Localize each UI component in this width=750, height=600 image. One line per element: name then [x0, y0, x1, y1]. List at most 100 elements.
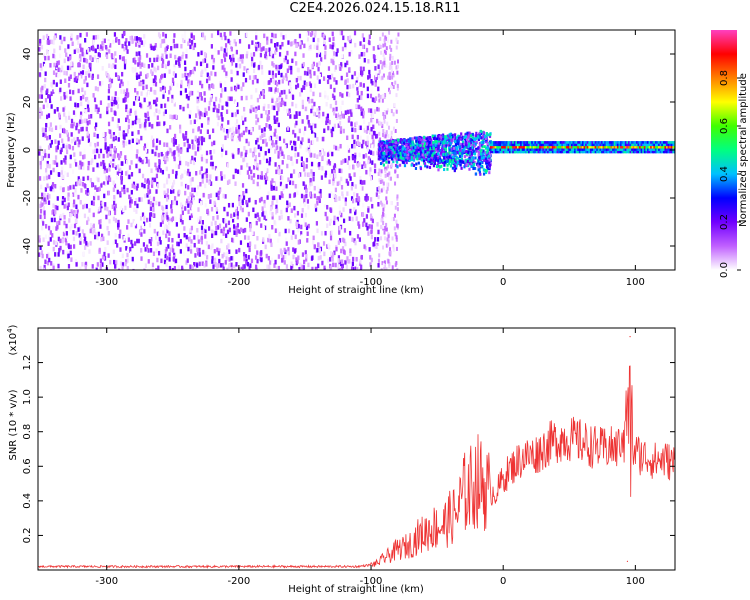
spectrogram-cell [190, 213, 193, 218]
spectrogram-cell [301, 137, 304, 142]
spectrogram-cell [59, 238, 62, 244]
spectrogram-cell [169, 221, 172, 226]
spectrogram-cell [459, 162, 462, 166]
spectrogram-cell [469, 142, 473, 146]
spectrogram-cell [136, 238, 139, 244]
spectrogram-cell [196, 263, 199, 268]
spectrogram-cell [136, 91, 139, 96]
spectrogram-cell [225, 256, 228, 261]
spectrogram-cell [310, 125, 313, 131]
spectrogram-cell [381, 98, 384, 103]
spectrogram-cell [104, 202, 107, 207]
spectrogram-cell [483, 137, 486, 141]
spectrogram-cell [58, 72, 61, 77]
spectrogram-cell [346, 181, 350, 186]
spectrogram-cell [67, 136, 70, 142]
spectrogram-cell [431, 135, 435, 139]
spectrogram-cell [439, 151, 443, 155]
spectrogram-cell [305, 225, 309, 231]
spectrogram-cell [54, 155, 58, 160]
spectrogram-cell [67, 56, 70, 62]
spectrogram-cell [332, 60, 335, 66]
spectrogram-cell [247, 235, 250, 241]
spectrogram-cell [464, 139, 468, 143]
spectrogram-cell [74, 259, 78, 264]
spectrogram-cell [266, 40, 269, 45]
spectrogram-cell [138, 74, 141, 79]
spectrogram-cell [360, 106, 363, 112]
spectrogram-cell [72, 192, 75, 197]
spectrogram-cell [220, 125, 223, 131]
spectrogram-cell [273, 195, 276, 201]
spectrogram-cell [328, 221, 332, 226]
spectrogram-cell [422, 159, 426, 163]
spectrogram-cell [225, 52, 228, 57]
spectrogram-cell [252, 207, 255, 213]
spectrogram-cell [213, 200, 216, 206]
spectrogram-cell [67, 253, 70, 259]
spectrogram-cell [351, 127, 354, 132]
spectrogram-cell [368, 171, 372, 177]
spectrogram-cell [87, 68, 91, 74]
spectrogram-cell [372, 118, 375, 124]
spectrogram-cell [61, 65, 64, 70]
spectrogram-cell [385, 154, 388, 158]
spectrogram-cell [373, 241, 376, 246]
spectrogram-cell [395, 155, 399, 159]
spectrogram-cell [155, 46, 158, 51]
spectrogram-cell [247, 69, 250, 75]
spectrogram-cell [111, 96, 114, 101]
spectrogram-cell [148, 217, 152, 222]
spectrogram-cell [318, 161, 321, 167]
spectrogram-cell [295, 84, 298, 90]
spectrogram-cell [70, 223, 73, 229]
spectrogram-cell [258, 159, 262, 165]
spectrogram-cell [104, 131, 107, 137]
spectrogram-cell [172, 180, 176, 185]
spectrogram-cell [382, 263, 385, 268]
spectrogram-cell [252, 52, 256, 57]
spectrogram-cell [188, 215, 192, 221]
spectrogram-cell [294, 184, 297, 189]
spectrogram-cell [254, 108, 257, 114]
spectrogram-cell [227, 129, 230, 134]
spectrogram-cell [58, 112, 61, 118]
spectrogram-cell [134, 223, 138, 229]
spectrogram-cell [266, 168, 269, 173]
spectrogram-cell [256, 117, 260, 123]
spectrogram-cell [141, 173, 145, 179]
spectrogram-cell [379, 36, 382, 41]
spectrogram-cell [82, 176, 85, 182]
spectrogram-cell [67, 196, 70, 201]
spectrogram-cell [440, 164, 443, 168]
spectrogram-cell [413, 136, 416, 140]
spectrogram-cell [228, 152, 231, 158]
spectrogram-cell [412, 158, 416, 162]
spectrogram-cell [344, 197, 347, 202]
spectrogram-cell [425, 158, 428, 162]
spectrogram-cell [243, 146, 246, 151]
spectrogram-cell [166, 128, 169, 134]
spectrogram-cell [169, 147, 172, 153]
spectrogram-cell [283, 138, 286, 144]
spectrogram-cell [387, 134, 390, 139]
spectrogram-cell [409, 137, 412, 141]
spectrogram-cell [399, 148, 402, 152]
spectrogram-cell [58, 220, 61, 226]
spectrogram-cell [91, 229, 94, 235]
spectrogram-cell [358, 95, 361, 100]
spectrogram-cell [140, 40, 144, 45]
spectrogram-cell [151, 71, 154, 76]
spectrogram-cell [430, 140, 433, 144]
spectrogram-cell [132, 268, 135, 270]
spectrogram-cell [475, 149, 478, 153]
spectrogram-cell [109, 149, 112, 154]
spectrogram-cell [178, 156, 181, 161]
spectrogram-cell [389, 247, 392, 252]
spectrogram-cell [114, 135, 117, 141]
spectrogram-cell [108, 49, 111, 54]
spectrogram-cell [236, 169, 240, 174]
spectrogram-cell [242, 190, 245, 196]
spectrogram-cell [381, 161, 384, 165]
spectrogram-cell [260, 128, 264, 133]
